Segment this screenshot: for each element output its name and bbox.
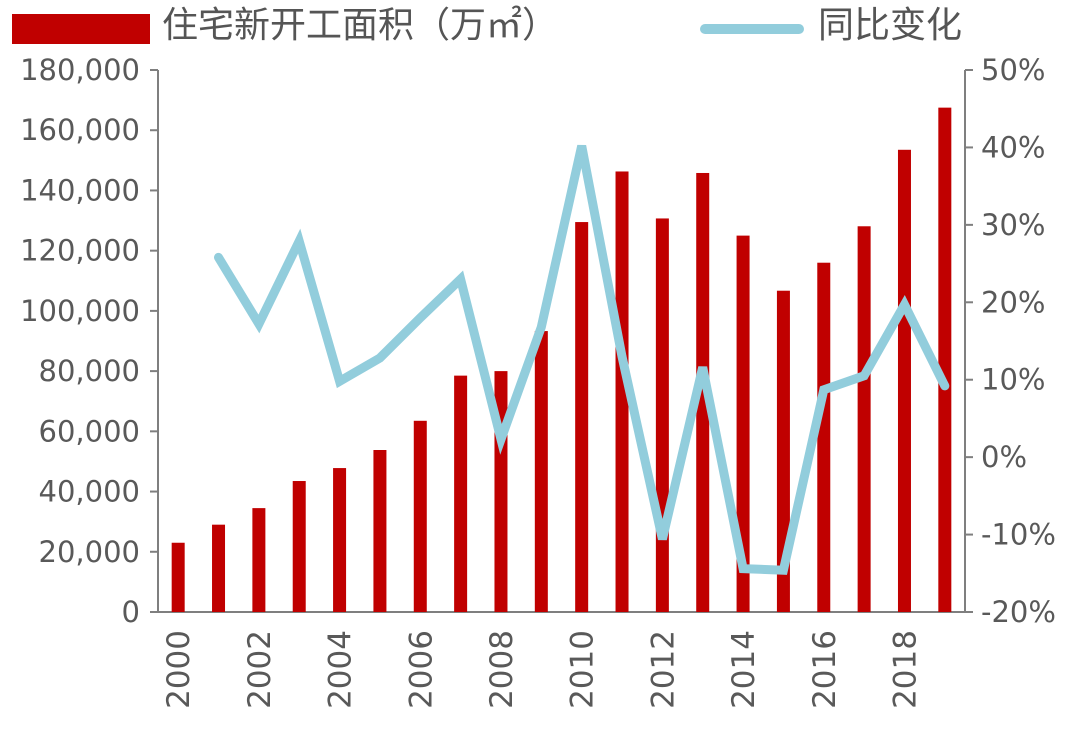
left-tick-label: 120,000 bbox=[20, 234, 140, 268]
x-tick-label: 2018 bbox=[887, 630, 923, 709]
legend-bar-swatch bbox=[12, 14, 150, 44]
left-tick-label: 180,000 bbox=[20, 53, 140, 87]
bar-2002 bbox=[252, 508, 266, 612]
right-tick-label: 30% bbox=[981, 208, 1045, 242]
bar-2004 bbox=[333, 468, 347, 612]
bar-2015 bbox=[776, 290, 790, 612]
left-tick-label: 0 bbox=[122, 595, 140, 629]
right-tick-label: -20% bbox=[981, 595, 1056, 629]
right-tick-label: 10% bbox=[981, 363, 1045, 397]
bar-2009 bbox=[534, 331, 548, 612]
x-tick-label: 2004 bbox=[323, 630, 359, 709]
bar-2013 bbox=[696, 172, 710, 613]
bar-2005 bbox=[373, 450, 387, 612]
right-tick-label: -10% bbox=[981, 518, 1056, 552]
left-tick-label: 60,000 bbox=[39, 414, 140, 448]
left-tick-label: 100,000 bbox=[20, 294, 140, 328]
bar-2000 bbox=[171, 542, 185, 612]
right-tick-label: 50% bbox=[981, 53, 1045, 87]
x-tick-label: 2010 bbox=[565, 630, 601, 709]
left-tick-label: 80,000 bbox=[39, 354, 140, 388]
left-tick-label: 160,000 bbox=[20, 113, 140, 147]
bar-2003 bbox=[292, 481, 306, 612]
bar-2017 bbox=[857, 226, 871, 612]
x-tick-label: 2000 bbox=[161, 630, 197, 709]
legend-line-swatch bbox=[700, 24, 804, 34]
bar-2018 bbox=[897, 149, 911, 613]
right-tick-label: 40% bbox=[981, 130, 1045, 164]
x-tick-label: 2008 bbox=[484, 630, 520, 709]
bar-2016 bbox=[817, 262, 831, 612]
x-tick-label: 2012 bbox=[645, 630, 681, 709]
left-tick-label: 140,000 bbox=[20, 173, 140, 207]
legend-line-label: 同比变化 bbox=[818, 5, 963, 46]
x-tick-label: 2016 bbox=[807, 630, 843, 709]
left-tick-label: 20,000 bbox=[39, 535, 140, 569]
bar-2014 bbox=[736, 235, 750, 612]
x-tick-label: 2014 bbox=[726, 630, 762, 709]
bar-2010 bbox=[575, 222, 589, 613]
x-tick-label: 2002 bbox=[242, 630, 278, 709]
bar-2012 bbox=[655, 218, 669, 612]
bar-2006 bbox=[413, 420, 427, 612]
right-tick-label: 20% bbox=[981, 285, 1045, 319]
bar-2001 bbox=[212, 524, 226, 612]
bar-2019 bbox=[938, 107, 952, 612]
right-tick-label: 0% bbox=[981, 440, 1027, 474]
x-tick-label: 2006 bbox=[403, 630, 439, 709]
left-tick-label: 40,000 bbox=[39, 475, 140, 509]
legend-bar-label: 住宅新开工面积（万㎡） bbox=[162, 5, 559, 46]
bar-2011 bbox=[615, 171, 629, 613]
bar-2007 bbox=[454, 375, 468, 612]
legend: 住宅新开工面积（万㎡） 同比变化 bbox=[0, 2, 1080, 50]
